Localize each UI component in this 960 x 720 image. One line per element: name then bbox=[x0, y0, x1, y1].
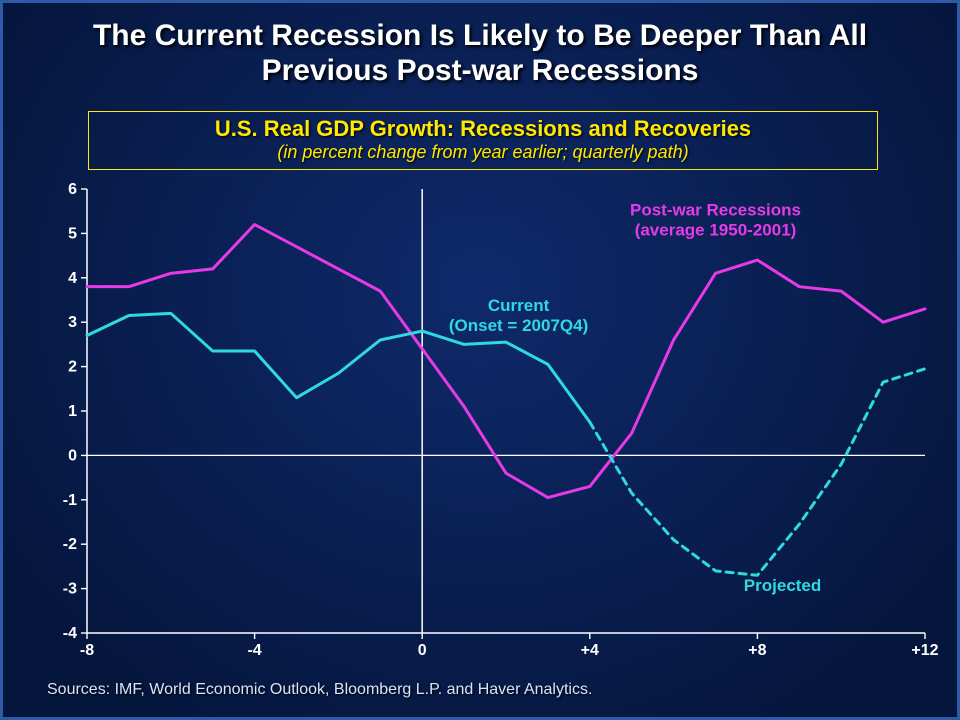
subtitle-caption: (in percent change from year earlier; qu… bbox=[97, 142, 869, 163]
svg-text:3: 3 bbox=[68, 314, 77, 331]
svg-text:5: 5 bbox=[68, 225, 77, 242]
svg-text:+8: +8 bbox=[748, 642, 766, 659]
svg-text:-4: -4 bbox=[63, 625, 77, 642]
svg-text:+12: +12 bbox=[911, 642, 938, 659]
sources-label: Sources: IMF, World Economic Outlook, Bl… bbox=[47, 681, 592, 699]
svg-text:4: 4 bbox=[68, 270, 77, 287]
svg-text:Projected: Projected bbox=[744, 576, 821, 595]
subtitle-box: U.S. Real GDP Growth: Recessions and Rec… bbox=[88, 111, 878, 170]
svg-text:(Onset = 2007Q4): (Onset = 2007Q4) bbox=[449, 316, 588, 335]
chart-svg: -4-3-2-10123456-8-40+4+8+12Post-war Rece… bbox=[45, 179, 940, 659]
svg-text:-2: -2 bbox=[63, 536, 77, 553]
svg-text:0: 0 bbox=[418, 642, 427, 659]
svg-text:-3: -3 bbox=[63, 581, 77, 598]
svg-text:-1: -1 bbox=[63, 492, 77, 509]
slide-title: The Current Recession Is Likely to Be De… bbox=[3, 3, 957, 88]
gdp-line-chart: -4-3-2-10123456-8-40+4+8+12Post-war Rece… bbox=[45, 179, 940, 659]
svg-text:1: 1 bbox=[68, 403, 77, 420]
slide-root: The Current Recession Is Likely to Be De… bbox=[0, 0, 960, 720]
svg-text:2: 2 bbox=[68, 359, 77, 376]
svg-text:Post-war Recessions: Post-war Recessions bbox=[630, 201, 801, 220]
svg-text:-8: -8 bbox=[80, 642, 94, 659]
svg-text:(average 1950-2001): (average 1950-2001) bbox=[635, 221, 797, 240]
svg-text:6: 6 bbox=[68, 181, 77, 198]
svg-text:0: 0 bbox=[68, 447, 77, 464]
svg-text:+4: +4 bbox=[581, 642, 599, 659]
subtitle-title: U.S. Real GDP Growth: Recessions and Rec… bbox=[97, 116, 869, 142]
svg-text:-4: -4 bbox=[247, 642, 261, 659]
svg-text:Current: Current bbox=[488, 296, 550, 315]
